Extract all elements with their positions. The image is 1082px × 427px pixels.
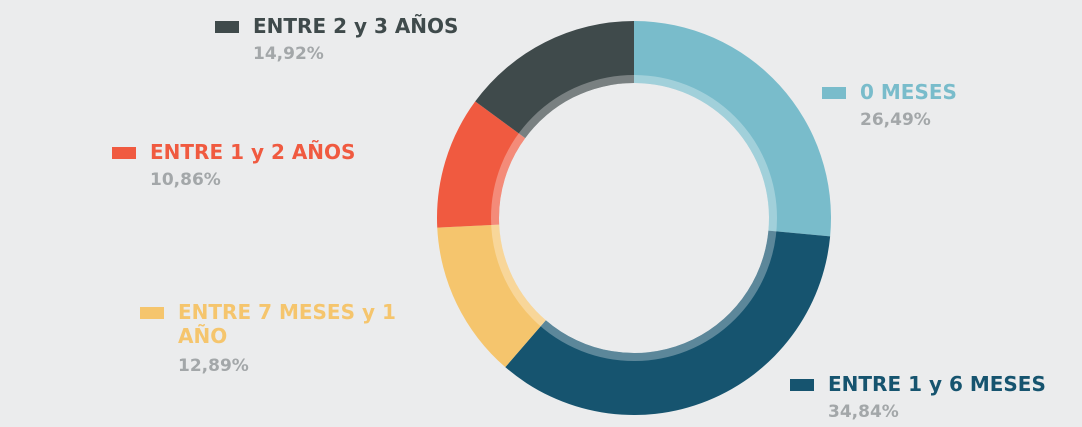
legend-label: ENTRE 1 y 6 MESES xyxy=(828,372,1046,396)
legend-swatch xyxy=(822,87,846,99)
percent-label: 34,84% xyxy=(828,402,899,422)
slice xyxy=(475,21,634,139)
legend-label: ENTRE 1 y 2 AÑOS xyxy=(150,140,356,164)
legend-swatch xyxy=(215,21,239,33)
inner-ring xyxy=(491,75,777,361)
slice xyxy=(437,224,546,368)
legend-label: 0 MESES xyxy=(860,80,957,104)
legend-label: ENTRE 7 MESES y 1 AÑO xyxy=(178,300,396,348)
slice xyxy=(634,21,831,237)
slice xyxy=(437,101,526,228)
percent-label: 26,49% xyxy=(860,110,931,130)
percent-label: 14,92% xyxy=(253,44,324,64)
percent-label: 12,89% xyxy=(178,356,249,376)
legend-swatch xyxy=(790,379,814,391)
percent-label: 10,86% xyxy=(150,170,221,190)
legend-swatch xyxy=(112,147,136,159)
legend-label: ENTRE 2 y 3 AÑOS xyxy=(253,14,459,38)
legend-swatch xyxy=(140,307,164,319)
slice xyxy=(505,230,831,415)
